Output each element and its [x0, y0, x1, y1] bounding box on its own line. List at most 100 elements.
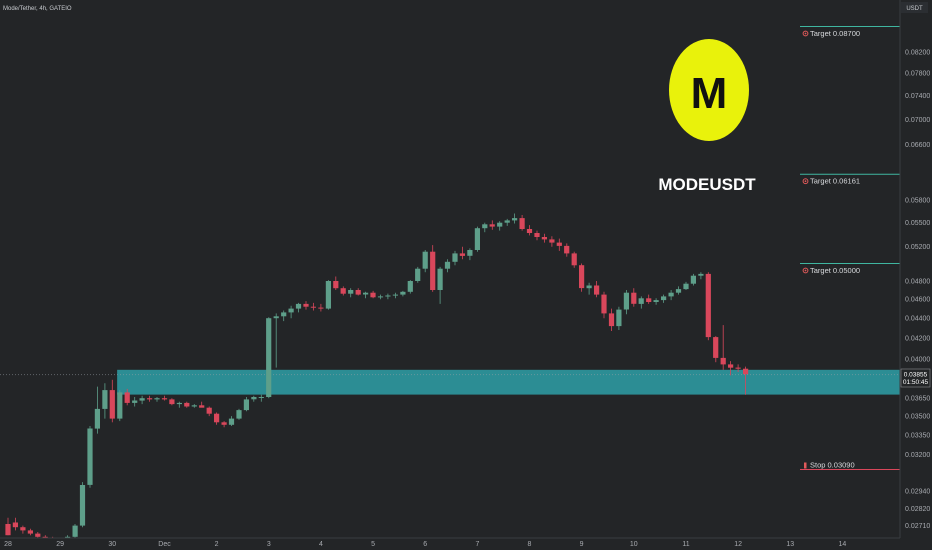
candle[interactable] [504, 218, 510, 226]
candle[interactable] [266, 317, 272, 399]
candle[interactable] [579, 263, 585, 292]
candle[interactable] [281, 310, 287, 322]
candle[interactable] [594, 281, 600, 298]
candle[interactable] [377, 294, 384, 300]
candle[interactable] [608, 308, 615, 331]
candle[interactable] [5, 517, 11, 536]
candle[interactable] [109, 379, 115, 423]
candle[interactable] [631, 288, 637, 307]
candle[interactable] [683, 281, 689, 290]
candle[interactable] [35, 532, 41, 539]
candle[interactable] [102, 383, 108, 419]
candle[interactable] [169, 398, 175, 406]
candle[interactable] [20, 525, 26, 534]
candle[interactable] [422, 250, 428, 273]
candle[interactable] [616, 306, 622, 330]
candle[interactable] [310, 302, 316, 311]
candle[interactable] [668, 290, 674, 301]
candle[interactable] [258, 394, 264, 402]
candle[interactable] [161, 395, 168, 401]
candle[interactable] [12, 517, 18, 531]
candle[interactable] [519, 215, 525, 231]
candle[interactable] [690, 273, 696, 286]
candle[interactable] [72, 524, 78, 539]
candle[interactable] [236, 408, 242, 420]
candle[interactable] [27, 528, 33, 536]
candle[interactable] [512, 213, 518, 224]
candle[interactable] [214, 412, 220, 425]
candle[interactable] [720, 325, 726, 370]
candle[interactable] [385, 293, 391, 300]
candle[interactable] [199, 401, 205, 408]
candle[interactable] [333, 276, 339, 291]
candle[interactable] [221, 421, 227, 428]
candle[interactable] [147, 395, 153, 402]
candle[interactable] [534, 230, 540, 241]
candle[interactable] [497, 221, 503, 231]
candle[interactable] [295, 302, 302, 313]
candle[interactable] [489, 220, 495, 230]
candle[interactable] [437, 266, 443, 304]
candle[interactable] [288, 305, 294, 319]
candle[interactable] [184, 401, 190, 408]
candle[interactable] [675, 286, 682, 295]
candle[interactable] [638, 296, 644, 309]
candle[interactable] [355, 288, 361, 296]
candle[interactable] [743, 366, 749, 395]
candle[interactable] [94, 386, 100, 434]
candle[interactable] [303, 301, 309, 310]
candle[interactable] [415, 266, 421, 283]
candle[interactable] [273, 313, 279, 368]
candle[interactable] [251, 395, 257, 402]
candle[interactable] [586, 282, 592, 295]
candle[interactable] [407, 280, 413, 294]
candle[interactable] [79, 482, 86, 528]
candle[interactable] [340, 286, 346, 296]
candle[interactable] [444, 259, 451, 273]
currency-badge[interactable] [901, 2, 928, 13]
candle[interactable] [661, 294, 667, 303]
candle[interactable] [653, 298, 659, 305]
price-axis[interactable] [900, 0, 932, 550]
candle[interactable] [430, 245, 436, 292]
candle[interactable] [571, 251, 577, 268]
candle[interactable] [87, 426, 93, 488]
candle[interactable] [698, 272, 704, 280]
candle[interactable] [459, 246, 465, 260]
candle[interactable] [735, 364, 741, 372]
candle[interactable] [467, 248, 473, 261]
candle[interactable] [176, 401, 182, 408]
candle[interactable] [556, 238, 562, 251]
candle[interactable] [705, 272, 711, 341]
candle[interactable] [124, 388, 130, 406]
candle[interactable] [474, 226, 480, 252]
candle[interactable] [646, 294, 652, 304]
candle[interactable] [243, 397, 249, 412]
candle[interactable] [728, 361, 734, 376]
candle[interactable] [191, 404, 197, 408]
candle[interactable] [139, 395, 145, 405]
candle[interactable] [564, 243, 570, 257]
candle[interactable] [370, 290, 376, 299]
candle[interactable] [154, 397, 160, 402]
candle[interactable] [482, 222, 488, 233]
time-axis[interactable] [0, 538, 932, 550]
candle[interactable] [452, 250, 458, 266]
candle[interactable] [601, 291, 607, 319]
candle[interactable] [363, 291, 369, 299]
candle[interactable] [348, 288, 354, 298]
candle[interactable] [228, 416, 235, 426]
candle[interactable] [400, 290, 406, 297]
candle[interactable] [132, 397, 138, 407]
candle[interactable] [318, 303, 324, 312]
candle[interactable] [117, 390, 123, 422]
candle[interactable] [392, 292, 398, 299]
candle[interactable] [549, 236, 555, 247]
candle[interactable] [526, 225, 533, 236]
candle[interactable] [541, 233, 547, 243]
candle[interactable] [206, 406, 212, 417]
candle[interactable] [623, 290, 629, 315]
candle[interactable] [713, 336, 719, 363]
candle[interactable] [325, 280, 331, 310]
